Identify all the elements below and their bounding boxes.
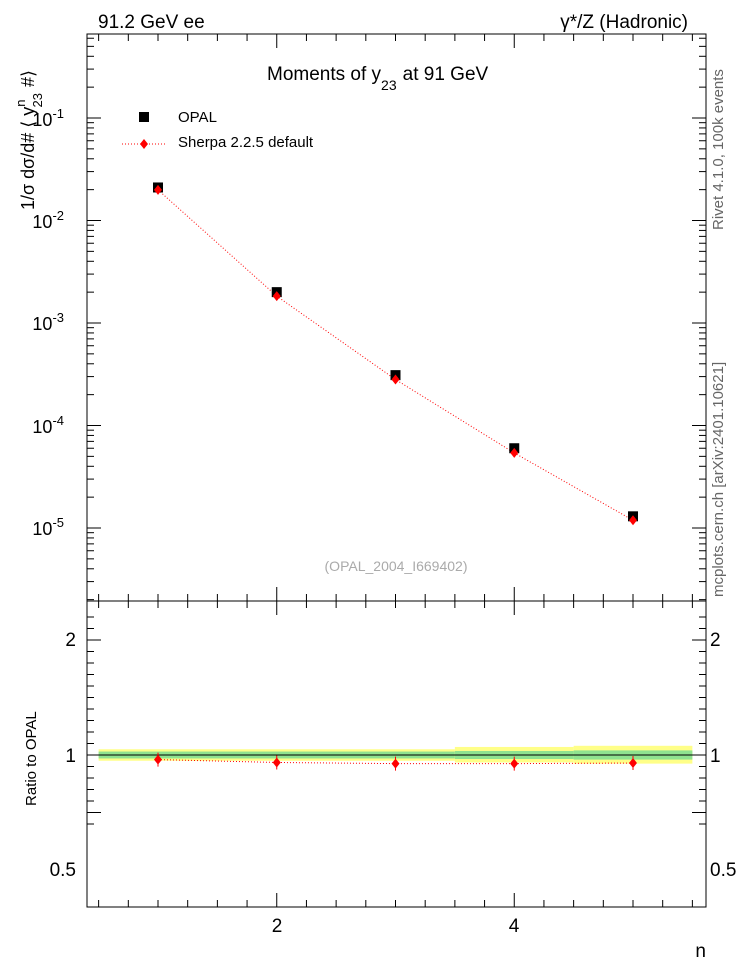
legend-label-sherpa: Sherpa 2.2.5 default [178, 134, 314, 151]
chart-title: Moments of y23 at 91 GeV [267, 64, 489, 93]
x-tick-label-4: 4 [509, 916, 520, 937]
y-tick-label-5: 10-5 [32, 515, 64, 539]
ratio-y-tick-2-right: 2 [710, 630, 721, 651]
ratio-axis-ticks [87, 601, 706, 907]
mcplots-label: mcplots.cern.ch [arXiv:2401.10621] [710, 362, 727, 597]
ratio-y-tick-1-right: 1 [710, 746, 721, 767]
ratio-y-axis-label: Ratio to OPAL [23, 711, 40, 806]
ratio-data-layer [154, 752, 637, 771]
sherpa-point [272, 291, 281, 302]
ratio-point [391, 758, 400, 769]
header-right: γ*/Z (Hadronic) [560, 12, 688, 33]
y-tick-label-1: 10-1 [32, 106, 64, 130]
analysis-id-annotation: (OPAL_2004_I669402) [325, 558, 468, 574]
main-axis-ticks [87, 34, 706, 601]
main-y-axis-label: 1/σ dσ/d# ⟨ yn 23#⟩ [13, 70, 45, 210]
legend-label-opal: OPAL [178, 109, 217, 126]
ratio-point [154, 754, 162, 765]
y-tick-label-4: 10-4 [32, 413, 64, 437]
ratio-point [510, 758, 519, 769]
ratio-point [629, 758, 637, 769]
main-data-layer [153, 182, 638, 526]
ratio-y-tick-2-left: 2 [65, 630, 76, 651]
sherpa-curve [157, 189, 634, 521]
sherpa-point [391, 374, 400, 385]
legend: OPAL Sherpa 2.2.5 default [122, 109, 314, 151]
sherpa-point [629, 515, 637, 526]
rivet-label: Rivet 4.1.0, 100k events [710, 69, 727, 230]
header-left: 91.2 GeV ee [98, 12, 205, 33]
ratio-y-tick-05-right: 0.5 [710, 860, 736, 881]
ratio-panel-frame [86, 600, 707, 908]
sherpa-point [510, 447, 519, 458]
ratio-point [272, 757, 281, 768]
ratio-y-tick-05-left: 0.5 [50, 860, 76, 881]
legend-marker-sherpa [140, 139, 148, 149]
y-tick-label-2: 10-2 [32, 208, 64, 232]
x-axis-label: n [695, 941, 706, 962]
ratio-y-tick-1-left: 1 [65, 746, 76, 767]
x-tick-label-2: 2 [272, 916, 283, 937]
sherpa-point [154, 184, 162, 195]
ratio-bands [98, 745, 694, 764]
legend-marker-opal [139, 112, 149, 122]
main-y-tick-labels: 10-1 10-2 10-3 10-4 10-5 [32, 106, 64, 539]
y-tick-label-3: 10-3 [32, 310, 64, 334]
